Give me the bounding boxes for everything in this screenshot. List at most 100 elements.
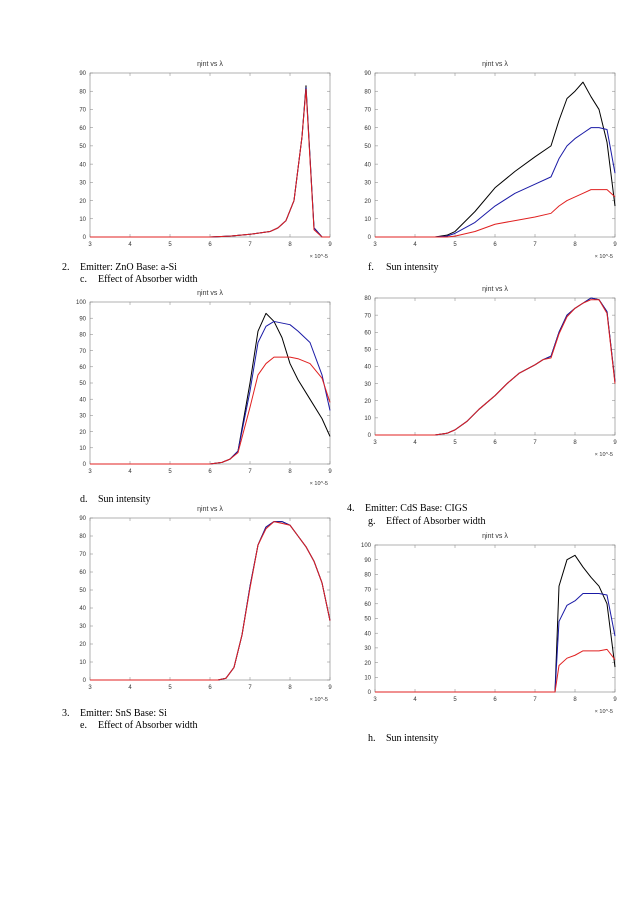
y-tick-label: 90 — [364, 71, 371, 77]
y-tick-label: 60 — [364, 330, 371, 336]
y-tick-label: 60 — [364, 126, 371, 132]
caption-text: Emitter: ZnO Base: a-Si — [80, 262, 177, 273]
y-tick-label: 20 — [364, 661, 371, 667]
x-tick-label: 7 — [248, 469, 252, 475]
y-tick-label: 40 — [364, 631, 371, 637]
x-tick-label: 9 — [328, 469, 332, 475]
chart-title: ηint vs λ — [482, 61, 508, 68]
series-line-1 — [375, 554, 616, 693]
x-tick-label: 9 — [613, 242, 617, 248]
x-tick-label: 3 — [373, 440, 377, 446]
caption-h: h. Sun intensity — [368, 733, 439, 744]
caption-text: Emitter: SnS Base: Si — [80, 708, 167, 719]
y-tick-label: 30 — [364, 646, 371, 652]
axes-box — [89, 301, 331, 465]
y-tick-label: 80 — [364, 573, 371, 579]
series-line-3 — [375, 189, 616, 238]
caption-letter: g. — [368, 516, 376, 527]
y-tick-label: 40 — [79, 606, 86, 612]
x-exponent-label: × 10^-5 — [595, 709, 613, 715]
caption-section-3: 3. Emitter: SnS Base: Si — [62, 708, 167, 719]
caption-number: 3. — [62, 708, 70, 719]
x-tick-label: 7 — [533, 440, 537, 446]
x-tick-label: 3 — [373, 697, 377, 703]
y-tick-label: 10 — [364, 416, 371, 422]
x-exponent-label: × 10^-5 — [595, 452, 613, 458]
series-line-2 — [375, 593, 616, 693]
x-tick-label: 6 — [493, 440, 497, 446]
y-tick-label: 10 — [79, 217, 86, 223]
x-exponent-label: × 10^-5 — [310, 481, 328, 487]
y-tick-label: 70 — [364, 313, 371, 319]
caption-section-4: 4. Emitter: CdS Base: CIGS — [347, 503, 468, 514]
y-tick-label: 20 — [364, 199, 371, 205]
series-line-1 — [375, 81, 616, 238]
y-tick-label: 50 — [79, 588, 86, 594]
axes-box — [89, 72, 331, 238]
y-tick-label: 30 — [79, 624, 86, 630]
x-tick-label: 9 — [613, 697, 617, 703]
caption-number: 2. — [62, 262, 70, 273]
plot-4: ηint vs λ 0 10 20 30 40 50 60 70 80 90 3 4 5 6 7 8 9× 10^… — [364, 61, 617, 260]
plot-2: ηint vs λ 0 10 20 30 40 50 60 70 80 90 100 3 4 5 6 7 8 9× … — [76, 290, 332, 487]
chart-title: ηint vs λ — [482, 533, 508, 540]
y-tick-label: 70 — [364, 587, 371, 593]
x-tick-label: 4 — [413, 440, 417, 446]
x-tick-label: 5 — [453, 440, 457, 446]
caption-letter: h. — [368, 733, 376, 744]
y-tick-label: 90 — [79, 71, 86, 77]
x-tick-label: 6 — [493, 697, 497, 703]
y-tick-label: 20 — [79, 199, 86, 205]
plot-3: ηint vs λ 0 10 20 30 40 50 60 70 80 90 3 4 5 6 7 8 9× 10^… — [79, 506, 332, 703]
x-tick-label: 5 — [168, 242, 172, 248]
y-tick-label: 100 — [76, 300, 87, 306]
chart-title: ηint vs λ — [197, 290, 223, 297]
caption-text: Sun intensity — [386, 262, 439, 273]
caption-letter: c. — [80, 274, 87, 285]
x-tick-label: 4 — [413, 242, 417, 248]
y-tick-label: 80 — [364, 89, 371, 95]
caption-text: Effect of Absorber width — [98, 720, 198, 731]
y-tick-label: 100 — [361, 543, 372, 549]
caption-text: Effect of Absorber width — [98, 274, 198, 285]
y-tick-label: 70 — [79, 108, 86, 114]
x-tick-label: 6 — [208, 685, 212, 691]
y-tick-label: 80 — [79, 534, 86, 540]
caption-f: f. Sun intensity — [368, 262, 439, 273]
x-tick-label: 7 — [248, 685, 252, 691]
y-tick-label: 10 — [364, 217, 371, 223]
x-tick-label: 4 — [128, 242, 132, 248]
y-tick-label: 30 — [364, 382, 371, 388]
caption-text: Sun intensity — [98, 494, 151, 505]
y-tick-label: 40 — [79, 162, 86, 168]
y-tick-label: 50 — [364, 348, 371, 354]
x-tick-label: 8 — [288, 685, 292, 691]
x-tick-label: 5 — [168, 685, 172, 691]
axes-box — [374, 297, 616, 436]
series-line-3 — [90, 88, 330, 238]
chart-title: ηint vs λ — [482, 286, 508, 293]
series-line-3 — [375, 648, 616, 693]
y-tick-label: 70 — [364, 108, 371, 114]
x-tick-label: 7 — [248, 242, 252, 248]
x-tick-label: 3 — [88, 469, 92, 475]
caption-g: g. Effect of Absorber width — [368, 516, 486, 527]
x-tick-label: 4 — [128, 469, 132, 475]
x-tick-label: 4 — [413, 697, 417, 703]
x-tick-label: 5 — [453, 697, 457, 703]
series-line-1 — [90, 521, 331, 681]
x-tick-label: 8 — [573, 697, 577, 703]
y-tick-label: 0 — [83, 462, 87, 468]
series-line-2 — [375, 297, 616, 436]
y-tick-label: 10 — [364, 676, 371, 682]
axes-box — [89, 517, 331, 681]
chart-title: ηint vs λ — [197, 506, 223, 513]
x-tick-label: 7 — [533, 697, 537, 703]
y-tick-label: 30 — [79, 181, 86, 187]
x-tick-label: 8 — [573, 242, 577, 248]
series-line-3 — [375, 299, 616, 436]
caption-d: d. Sun intensity — [80, 494, 151, 505]
y-tick-label: 60 — [79, 365, 86, 371]
x-tick-label: 3 — [88, 685, 92, 691]
x-exponent-label: × 10^-5 — [310, 697, 328, 703]
